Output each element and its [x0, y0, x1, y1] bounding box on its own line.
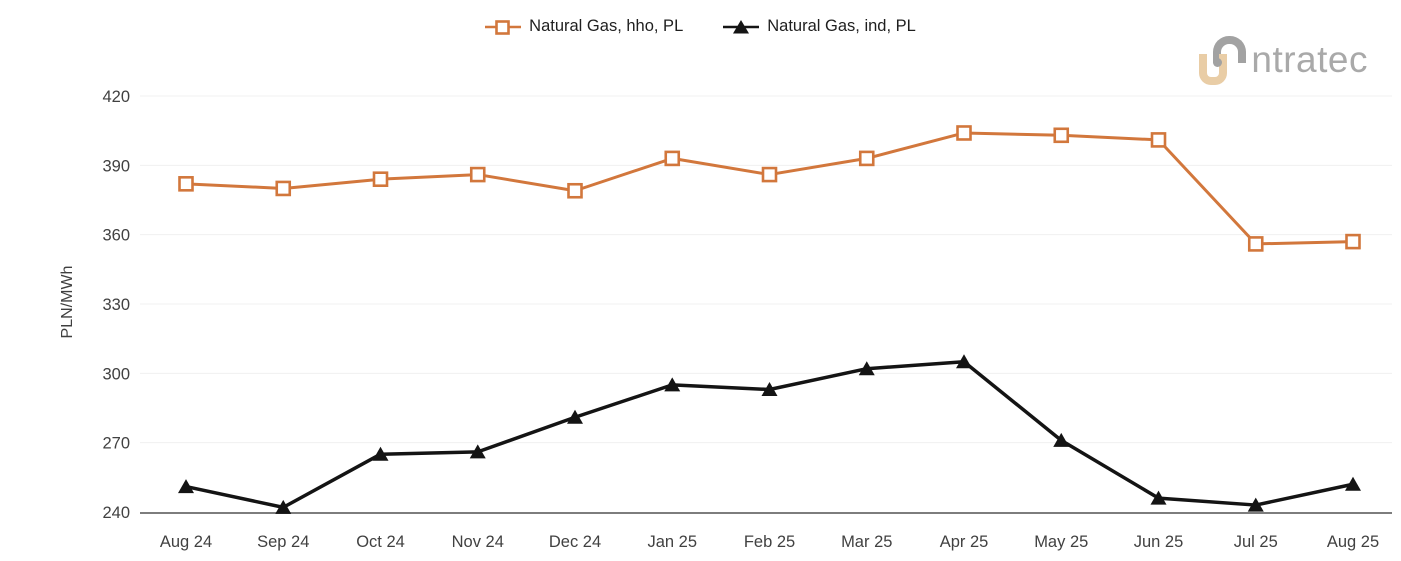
y-tick-label: 240: [102, 504, 130, 522]
x-tick-label: Nov 24: [452, 533, 504, 551]
series-marker-1: [761, 382, 778, 397]
series-marker-0: [956, 125, 972, 141]
series-marker-1: [469, 444, 486, 459]
intratec-logo: ntratec: [1199, 33, 1368, 87]
y-tick-label: 270: [102, 435, 130, 453]
x-tick-label: Mar 25: [841, 533, 892, 551]
legend-item-hho[interactable]: Natural Gas, hho, PL: [485, 17, 683, 36]
series-marker-1: [858, 361, 875, 376]
series-marker-1: [372, 446, 389, 461]
legend-label-ind: Natural Gas, ind, PL: [767, 17, 916, 35]
x-tick-label: Jul 25: [1234, 533, 1278, 551]
series-marker-0: [372, 171, 389, 187]
series-marker-1: [1150, 490, 1167, 505]
series-marker-1: [178, 479, 194, 494]
logo-text: ntratec: [1251, 39, 1368, 80]
series-marker-1: [956, 354, 972, 369]
x-tick-label: Oct 24: [356, 533, 405, 551]
series-line-0: [185, 131, 1354, 246]
series-marker-0: [567, 182, 583, 199]
y-axis-title: PLN/MWh: [59, 265, 76, 339]
series-marker-0: [275, 180, 292, 197]
series-marker-0: [858, 150, 875, 167]
open-square-marker-icon: [485, 19, 522, 35]
series-marker-0: [469, 166, 486, 183]
y-tick-label: 330: [102, 296, 130, 314]
logo-tan-arc: [1199, 54, 1228, 85]
x-tick-label: Jun 25: [1134, 533, 1184, 551]
legend-label-hho: Natural Gas, hho, PL: [529, 17, 684, 35]
series-marker-0: [178, 176, 194, 192]
legend-item-ind[interactable]: Natural Gas, ind, PL: [723, 17, 916, 36]
y-tick-label: 300: [102, 365, 130, 383]
logo-dot: [1213, 58, 1223, 67]
x-tick-label: Aug 24: [160, 533, 212, 551]
x-tick-label: Aug 25: [1327, 533, 1379, 551]
series-marker-0: [1150, 132, 1167, 148]
x-tick-label: Dec 24: [549, 533, 601, 551]
series-marker-0: [1053, 127, 1070, 144]
logo-gray-arc: [1213, 36, 1247, 63]
series-marker-1: [1053, 432, 1070, 447]
series-marker-1: [275, 499, 292, 514]
series-marker-1: [664, 377, 681, 392]
x-tick-label: Feb 25: [744, 533, 795, 551]
x-tick-label: Jan 25: [647, 533, 697, 551]
series-marker-0: [761, 166, 778, 183]
x-tick-label: May 25: [1034, 533, 1088, 551]
chart-legend: Natural Gas, hho, PL Natural Gas, ind, P…: [0, 17, 1401, 36]
series-marker-0: [664, 150, 681, 167]
y-tick-label: 420: [102, 88, 130, 106]
y-tick-label: 360: [102, 227, 130, 245]
x-tick-label: Sep 24: [257, 533, 309, 551]
series-marker-0: [1247, 236, 1264, 252]
filled-triangle-marker-icon: [723, 19, 760, 33]
series-marker-1: [1345, 476, 1361, 491]
series-marker-0: [1345, 233, 1361, 250]
intratec-logo-mark-icon: [1199, 33, 1249, 87]
series-marker-1: [567, 409, 583, 424]
y-tick-label: 390: [102, 157, 130, 175]
x-tick-label: Apr 25: [940, 533, 989, 551]
series-marker-1: [1247, 497, 1264, 512]
